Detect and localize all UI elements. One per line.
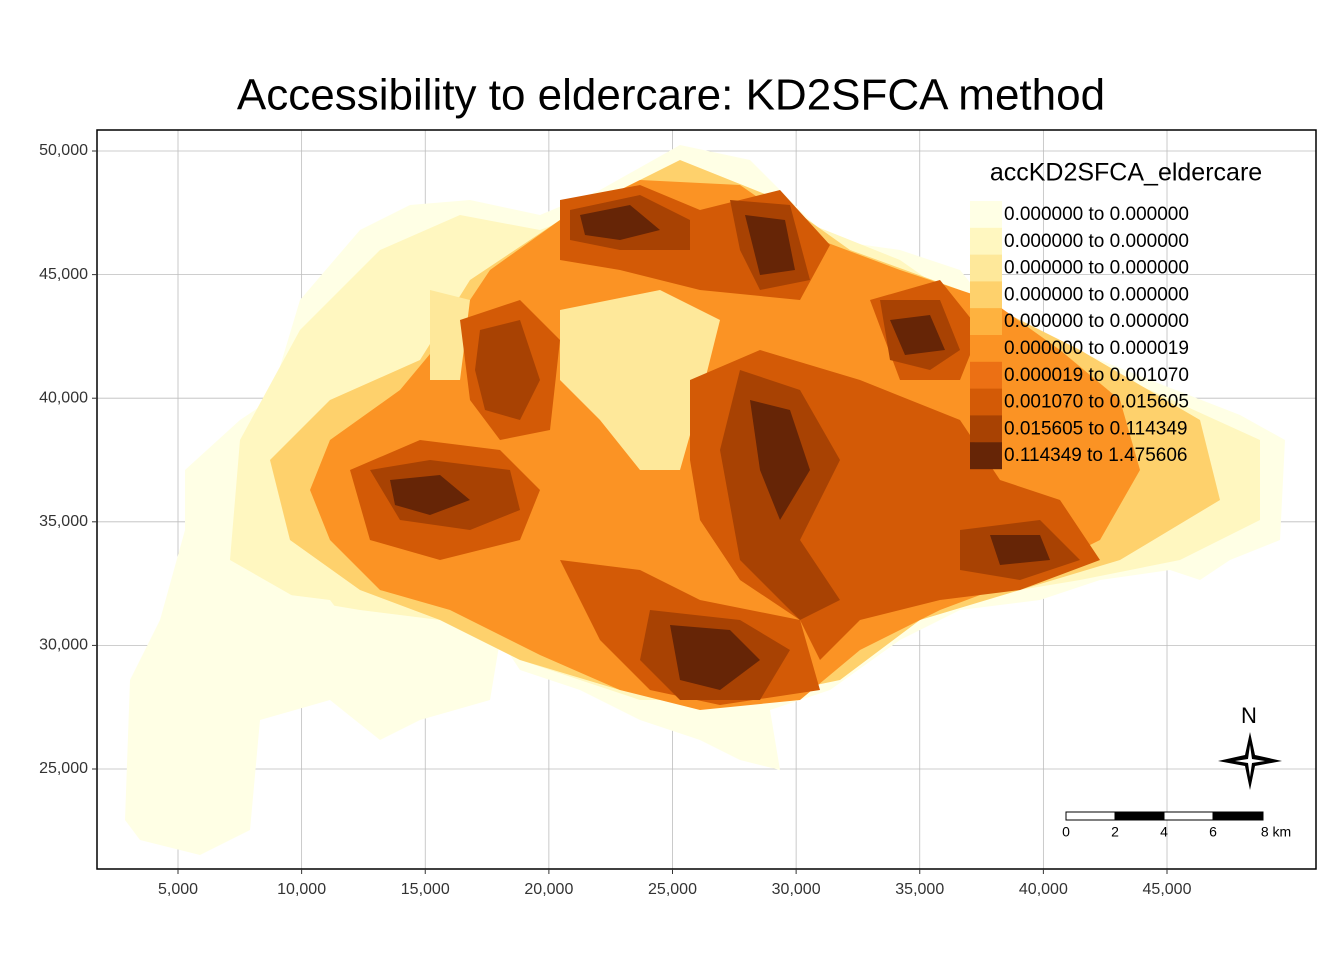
axes: 5,000 10,000 15,000 20,000 25,000 30,000 35,00… — [39, 142, 1192, 898]
legend-label: 0.000000 to 0.000000 — [1004, 204, 1189, 225]
north-arrow: N — [1218, 703, 1282, 790]
legend-swatch — [970, 281, 1002, 309]
x-tick-label: 15,000 — [401, 881, 450, 898]
region — [200, 590, 360, 660]
scale-label: 4 — [1160, 824, 1168, 840]
legend-label: 0.000019 to 0.001070 — [1004, 365, 1189, 386]
scale-segment — [1114, 811, 1165, 821]
x-tick-label: 20,000 — [524, 881, 573, 898]
legend-title: accKD2SFCA_eldercare — [990, 159, 1262, 187]
legend: accKD2SFCA_eldercare 0.000000 to 0.00000… — [970, 159, 1262, 470]
legend-swatch — [970, 388, 1002, 416]
y-tick-label: 30,000 — [39, 637, 88, 654]
map-frame — [96, 129, 1317, 870]
map-title: Accessibility to eldercare: KD2SFCA meth… — [237, 71, 1105, 120]
hex-surface — [125, 145, 1285, 855]
y-tick-label: 40,000 — [39, 389, 88, 406]
legend-label: 0.015605 to 0.114349 — [1004, 418, 1188, 439]
x-tick-label: 25,000 — [648, 881, 697, 898]
legend-swatch — [970, 415, 1002, 443]
legend-swatch — [970, 308, 1002, 336]
scale-label: 6 — [1209, 824, 1217, 840]
legend-swatch — [970, 361, 1002, 389]
y-tick-label: 25,000 — [39, 760, 88, 777]
legend-label: 0.000000 to 0.000000 — [1004, 258, 1189, 279]
scale-bar: 0 2 4 6 8 km — [1062, 811, 1291, 840]
legend-swatch — [970, 201, 1002, 228]
legend-label: 0.000000 to 0.000000 — [1004, 311, 1189, 332]
scale-segment — [1163, 811, 1214, 821]
x-tick-label: 45,000 — [1143, 881, 1192, 898]
north-label: N — [1241, 703, 1257, 728]
x-tick-label: 30,000 — [772, 881, 821, 898]
compass-inner — [1235, 745, 1265, 777]
legend-swatch — [970, 254, 1002, 282]
x-tick-label: 40,000 — [1019, 881, 1068, 898]
y-tick-label: 35,000 — [39, 513, 88, 530]
scale-label: 0 — [1062, 824, 1070, 840]
legend-swatch — [970, 227, 1002, 255]
legend-swatch — [970, 442, 1002, 470]
x-tick-label: 35,000 — [895, 881, 944, 898]
legend-swatch — [970, 335, 1002, 362]
legend-label: 0.000000 to 0.000000 — [1004, 284, 1189, 305]
legend-label: 0.000000 to 0.000019 — [1004, 338, 1189, 359]
scale-segment — [1065, 811, 1116, 821]
x-tick-label: 5,000 — [158, 881, 198, 898]
y-tick-label: 50,000 — [39, 142, 88, 159]
scale-segment — [1212, 811, 1264, 821]
legend-label: 0.114349 to 1.475606 — [1004, 445, 1188, 466]
legend-label: 0.001070 to 0.015605 — [1004, 392, 1189, 413]
scale-label: 2 — [1111, 824, 1119, 840]
legend-label: 0.000000 to 0.000000 — [1004, 231, 1189, 252]
region — [430, 290, 720, 470]
x-tick-label: 10,000 — [277, 881, 326, 898]
y-tick-label: 45,000 — [39, 266, 88, 283]
scale-label: 8 km — [1261, 824, 1291, 840]
